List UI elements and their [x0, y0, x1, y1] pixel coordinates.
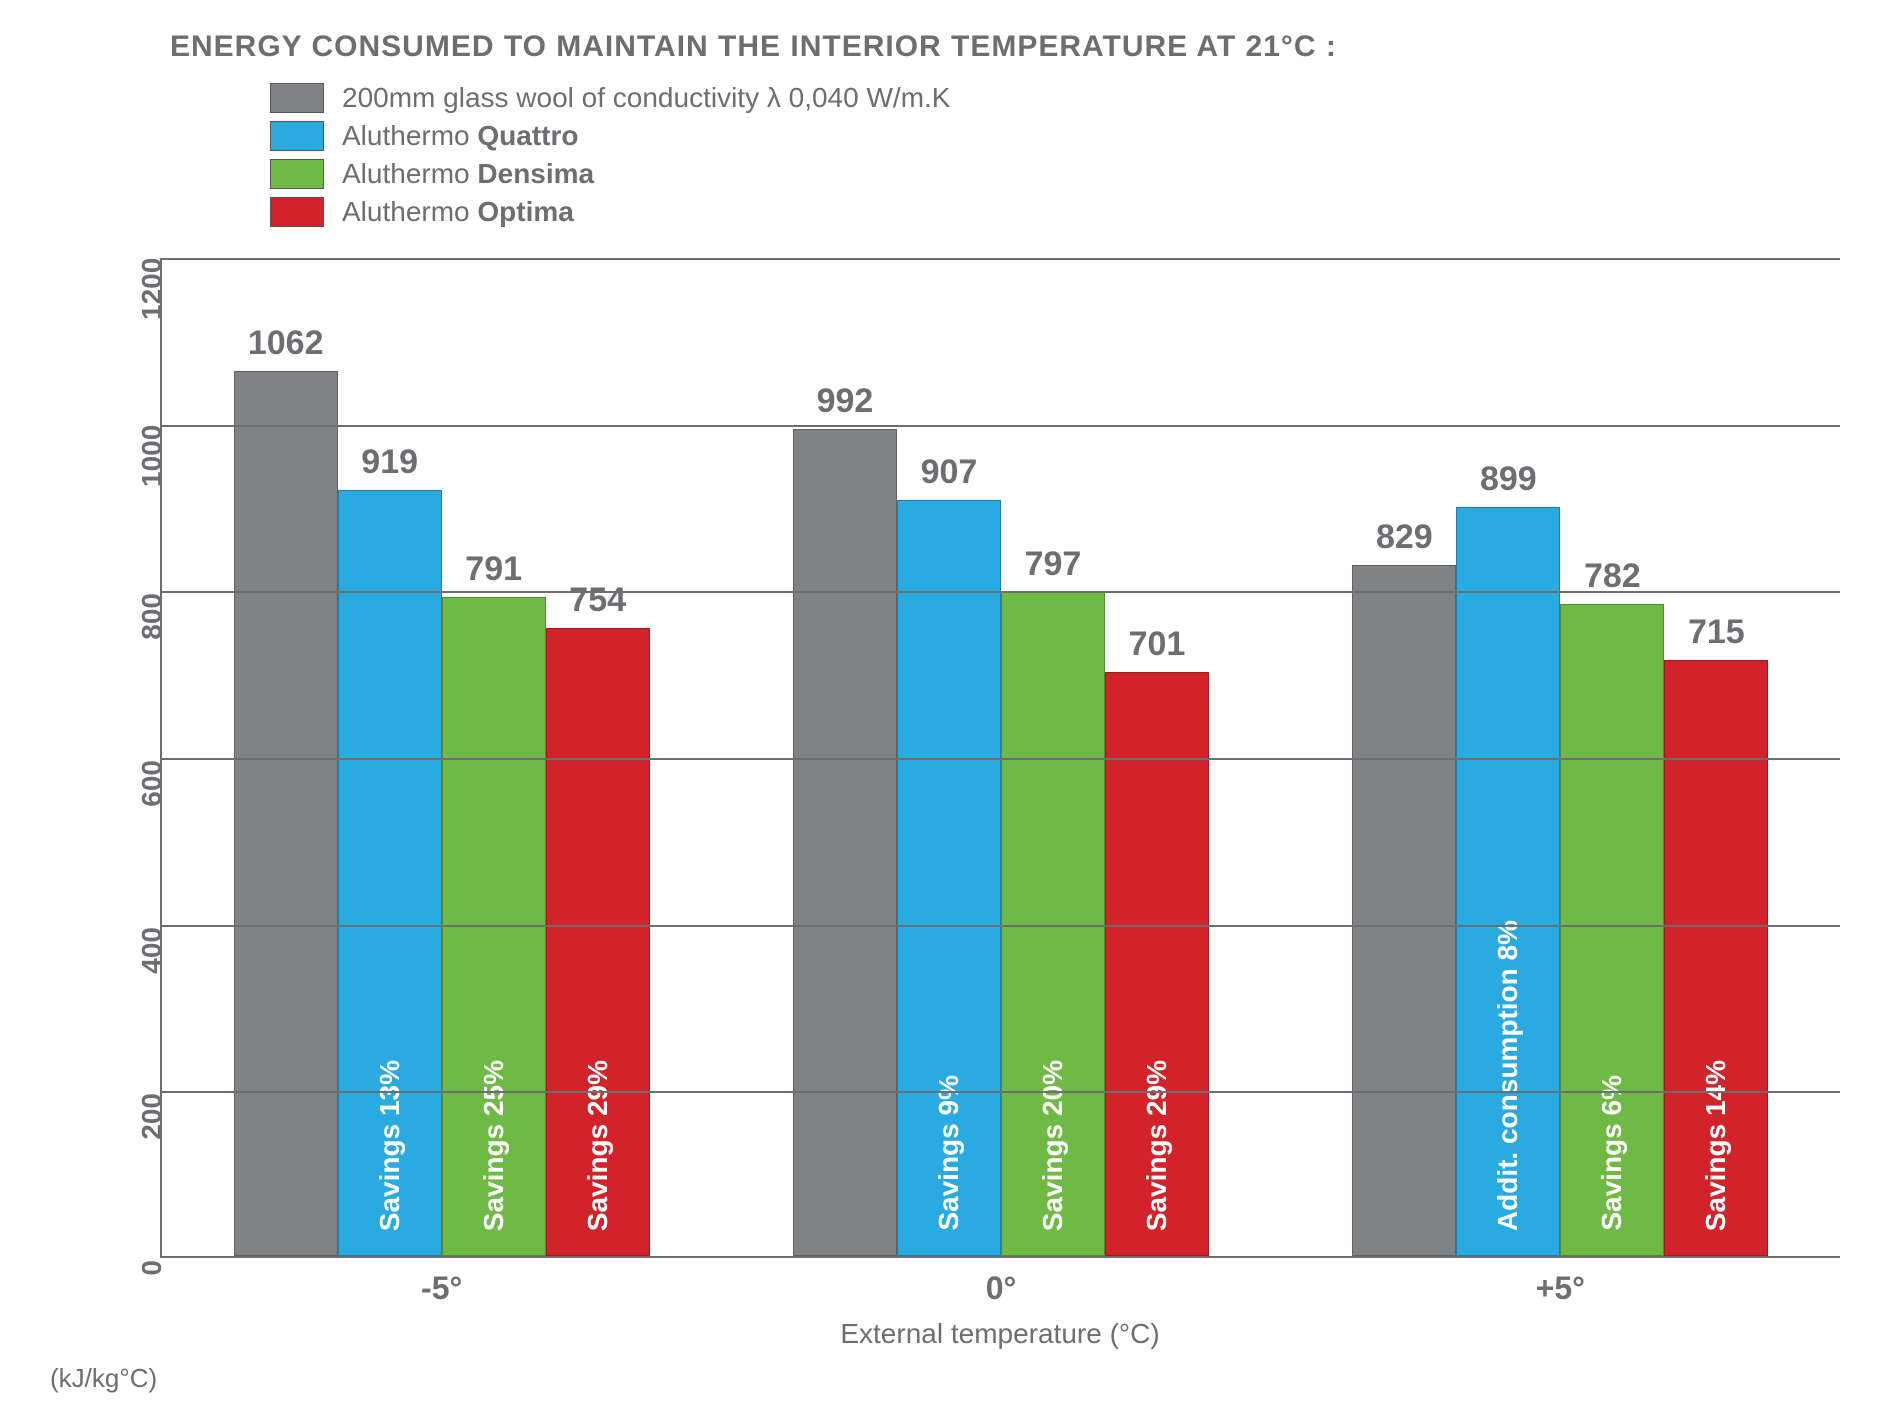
y-axis-unit: (kJ/kg°C)	[50, 1363, 157, 1394]
x-tick-label: +5°	[1536, 1270, 1585, 1307]
bar-value-label: 992	[817, 382, 874, 421]
legend-label: Aluthermo Densima	[342, 158, 594, 190]
legend-swatch	[270, 83, 324, 113]
bar: 1062	[234, 258, 338, 1256]
bar-value-label: 907	[921, 453, 978, 492]
bar: Savings 20% 797	[1001, 258, 1105, 1256]
bar-value-label: 919	[361, 443, 418, 482]
legend-item: Aluthermo Optima	[270, 196, 1840, 228]
bar-value-label: 797	[1025, 545, 1082, 584]
plot-area: 1062Savings 13%919Savings 25%791Savings …	[160, 258, 1840, 1258]
bar-fill: Savings 6%	[1560, 604, 1664, 1256]
bar: 829	[1352, 258, 1456, 1256]
gridline	[162, 1091, 1840, 1093]
bar-group: 829 Addit. consumption 8% 899 Savings 6%782…	[1281, 258, 1840, 1256]
y-tick-label: 200	[136, 1093, 168, 1153]
bar: Savings 9% 907	[897, 258, 1001, 1256]
y-tick-label: 600	[136, 760, 168, 820]
bar-value-label: 829	[1376, 518, 1433, 557]
gridline	[162, 258, 1840, 260]
chart-container: ENERGY CONSUMED TO MAINTAIN THE INTERIOR…	[0, 0, 1890, 1417]
bar-fill: Savings 9%	[897, 500, 1001, 1256]
bar-note-label: Addit. consumption 8%	[1492, 920, 1524, 1231]
bar-fill: Savings 29%	[546, 628, 650, 1256]
bar-fill: Savings 13%	[338, 490, 442, 1256]
bar: Savings 29% 754	[546, 258, 650, 1256]
bar: Savings 14% 715	[1664, 258, 1768, 1256]
chart-title: ENERGY CONSUMED TO MAINTAIN THE INTERIOR…	[170, 30, 1840, 64]
bar-value-label: 899	[1480, 460, 1537, 499]
bar: Savings 29% 701	[1105, 258, 1209, 1256]
legend-swatch	[270, 197, 324, 227]
y-tick-label: 0	[136, 1260, 168, 1320]
bar-fill	[793, 429, 897, 1256]
bar-note-label: Savings 29%	[1141, 1060, 1173, 1231]
legend-item: Aluthermo Densima	[270, 158, 1840, 190]
y-tick-label: 1000	[136, 427, 168, 487]
x-tick-label: 0°	[986, 1270, 1017, 1307]
bar-value-label: 754	[569, 581, 626, 620]
legend-label: Aluthermo Quattro	[342, 120, 579, 152]
legend-label: Aluthermo Optima	[342, 196, 574, 228]
legend-label: 200mm glass wool of conductivity λ 0,040…	[342, 82, 950, 114]
bar-fill: Addit. consumption 8%	[1456, 507, 1560, 1256]
bar-note-label: Savings 20%	[1037, 1060, 1069, 1231]
bar-value-label: 701	[1129, 625, 1186, 664]
gridline	[162, 425, 1840, 427]
legend-item: Aluthermo Quattro	[270, 120, 1840, 152]
bar-groups: 1062Savings 13%919Savings 25%791Savings …	[162, 258, 1840, 1256]
bar-note-label: Savings 25%	[478, 1060, 510, 1231]
legend-swatch	[270, 121, 324, 151]
bar: Savings 13% 919	[338, 258, 442, 1256]
bar-note-label: Savings 14%	[1700, 1060, 1732, 1231]
gridline	[162, 591, 1840, 593]
bar-value-label: 791	[465, 550, 522, 589]
gridline	[162, 758, 1840, 760]
y-tick-label: 1200	[136, 260, 168, 320]
bar: Addit. consumption 8% 899	[1456, 258, 1560, 1256]
y-tick-label: 800	[136, 593, 168, 653]
bar-group: 992 Savings 9% 907 Savings 20% 797 Savings 29…	[721, 258, 1280, 1256]
bar-fill	[1352, 565, 1456, 1256]
y-tick-label: 400	[136, 927, 168, 987]
bar-note-label: Savings 6%	[1596, 1075, 1628, 1231]
bar-note-label: Savings 13%	[374, 1060, 406, 1231]
bar-fill	[234, 371, 338, 1256]
chart-area: (kJ/kg°C) 1062Savings 13%919Savings 25%7…	[160, 258, 1840, 1350]
bar-group: 1062Savings 13%919Savings 25%791Savings …	[162, 258, 721, 1256]
bar-fill: Savings 14%	[1664, 660, 1768, 1256]
bar-value-label: 1062	[248, 324, 324, 363]
bar: Savings 25% 791	[442, 258, 546, 1256]
bar-note-label: Savings 9%	[933, 1075, 965, 1231]
bar-value-label: 715	[1688, 613, 1745, 652]
legend-swatch	[270, 159, 324, 189]
legend: 200mm glass wool of conductivity λ 0,040…	[270, 82, 1840, 228]
gridline	[162, 925, 1840, 927]
x-tick-label: -5°	[421, 1270, 462, 1307]
x-axis-label: External temperature (°C)	[160, 1318, 1840, 1350]
bar-note-label: Savings 29%	[582, 1060, 614, 1231]
legend-item: 200mm glass wool of conductivity λ 0,040…	[270, 82, 1840, 114]
bar: Savings 6%782	[1560, 258, 1664, 1256]
bar: 992	[793, 258, 897, 1256]
